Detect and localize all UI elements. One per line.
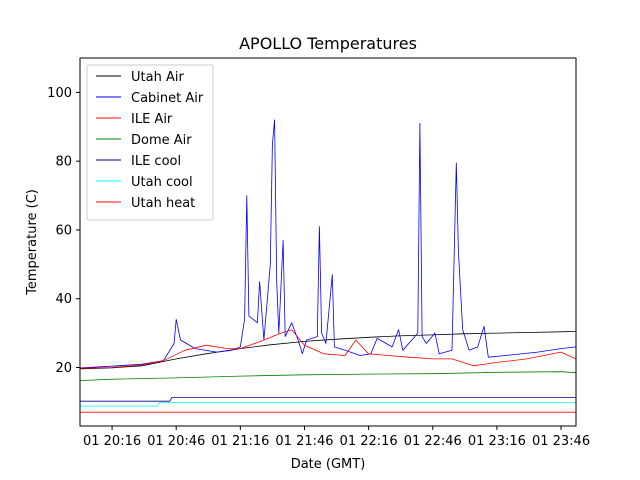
series-line-5: [80, 402, 576, 407]
legend-label: Dome Air: [131, 133, 192, 148]
y-tick-label: 40: [55, 292, 72, 307]
x-tick-label: 01 22:46: [404, 434, 462, 449]
x-tick-label: 01 20:46: [147, 434, 205, 449]
x-tick-label: 01 23:16: [468, 434, 526, 449]
series-layer: [80, 119, 576, 413]
x-axis: 01 20:16 01 20:46 01 21:16 01 21:46 01 22:16…: [83, 426, 590, 449]
x-tick-label: 01 20:16: [83, 434, 141, 449]
series-line-1: [80, 119, 576, 369]
chart-title: APOLLO Temperatures: [239, 34, 417, 53]
y-tick-label: 60: [55, 223, 72, 238]
x-axis-label: Date (GMT): [291, 457, 366, 472]
x-tick-label: 01 22:16: [340, 434, 398, 449]
y-tick-label: 100: [47, 86, 72, 101]
series-line-2: [80, 329, 576, 369]
plot-area: [79, 57, 577, 427]
series-line-4: [80, 397, 576, 402]
series-line-3: [80, 371, 576, 381]
x-tick-label: 01 21:16: [211, 434, 269, 449]
y-axis: 20 40 60 80 100: [47, 86, 80, 376]
x-tick-label: 01 23:46: [532, 434, 590, 449]
legend-label: Cabinet Air: [131, 91, 204, 106]
legend-label: ILE cool: [131, 154, 181, 169]
legend-label: ILE Air: [131, 112, 173, 127]
legend-label: Utah heat: [131, 196, 195, 211]
legend: Utah Air Cabinet Air ILE Air Dome Air ILE co…: [86, 64, 214, 221]
y-axis-label: Temperature (C): [25, 189, 40, 296]
y-tick-label: 20: [55, 361, 72, 376]
y-tick-label: 80: [55, 155, 72, 170]
plot-frame: [79, 57, 577, 427]
legend-label: Utah cool: [131, 175, 193, 190]
legend-label: Utah Air: [131, 70, 184, 85]
x-tick-label: 01 21:46: [275, 434, 333, 449]
